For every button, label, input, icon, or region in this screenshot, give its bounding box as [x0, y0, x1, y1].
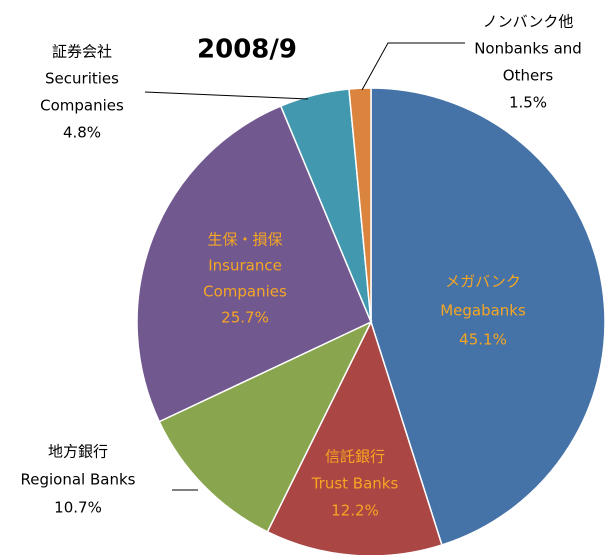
slice-label: Nonbanks and	[474, 40, 582, 58]
slice-label: Trust Banks	[311, 475, 399, 493]
leader-line	[361, 42, 465, 91]
slice-label: Securities	[45, 70, 119, 88]
pie-slice	[136, 105, 372, 423]
slice-label: メガバンク	[445, 273, 521, 291]
slice-label: Megabanks	[440, 302, 526, 320]
value-label: 45.1%	[459, 331, 507, 349]
value-label: 4.8%	[63, 124, 101, 142]
slice-label: 証券会社	[52, 43, 112, 61]
pie-slice	[370, 87, 606, 546]
pie-slice	[266, 320, 443, 555]
slice-label: Others	[503, 67, 554, 85]
value-label: 25.7%	[221, 309, 269, 327]
value-label: 12.2%	[331, 502, 379, 520]
slice-label: Companies	[203, 283, 287, 301]
slice-label: 生保・損保	[207, 231, 282, 249]
pie-slice	[158, 320, 373, 533]
leader-line	[144, 91, 309, 100]
value-label: 10.7%	[54, 499, 102, 517]
slice-label: 地方銀行	[48, 443, 108, 461]
chart-title: 2008/9	[197, 35, 297, 65]
slice-label: ノンバンク他	[483, 13, 574, 31]
value-label: 1.5%	[509, 94, 547, 112]
slice-label: Insurance	[208, 257, 282, 275]
slice-label: 信託銀行	[325, 448, 385, 466]
slice-label: Companies	[40, 97, 124, 115]
pie-slice	[348, 87, 372, 323]
slice-label: Regional Banks	[21, 471, 136, 489]
